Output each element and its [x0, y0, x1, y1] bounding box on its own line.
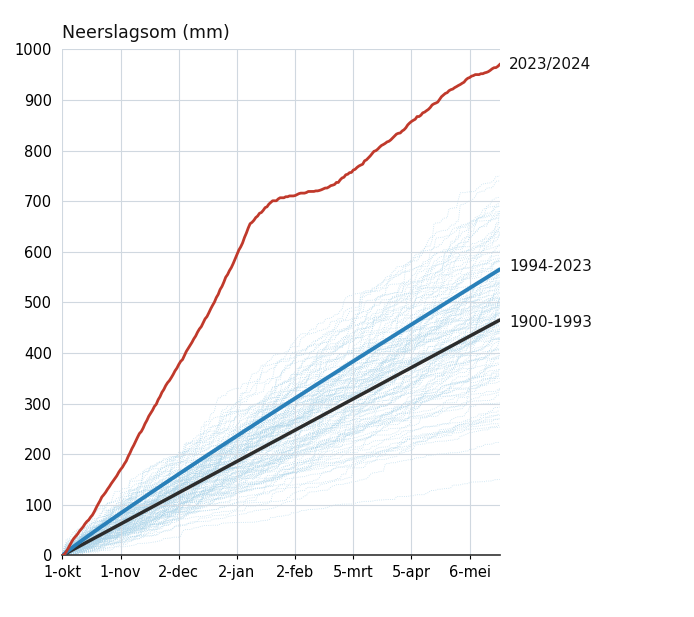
Text: 2023/2024: 2023/2024	[509, 57, 591, 72]
Text: 1900-1993: 1900-1993	[509, 315, 592, 330]
Text: Neerslagsom (mm): Neerslagsom (mm)	[62, 24, 230, 42]
Text: 1994-2023: 1994-2023	[509, 259, 592, 275]
